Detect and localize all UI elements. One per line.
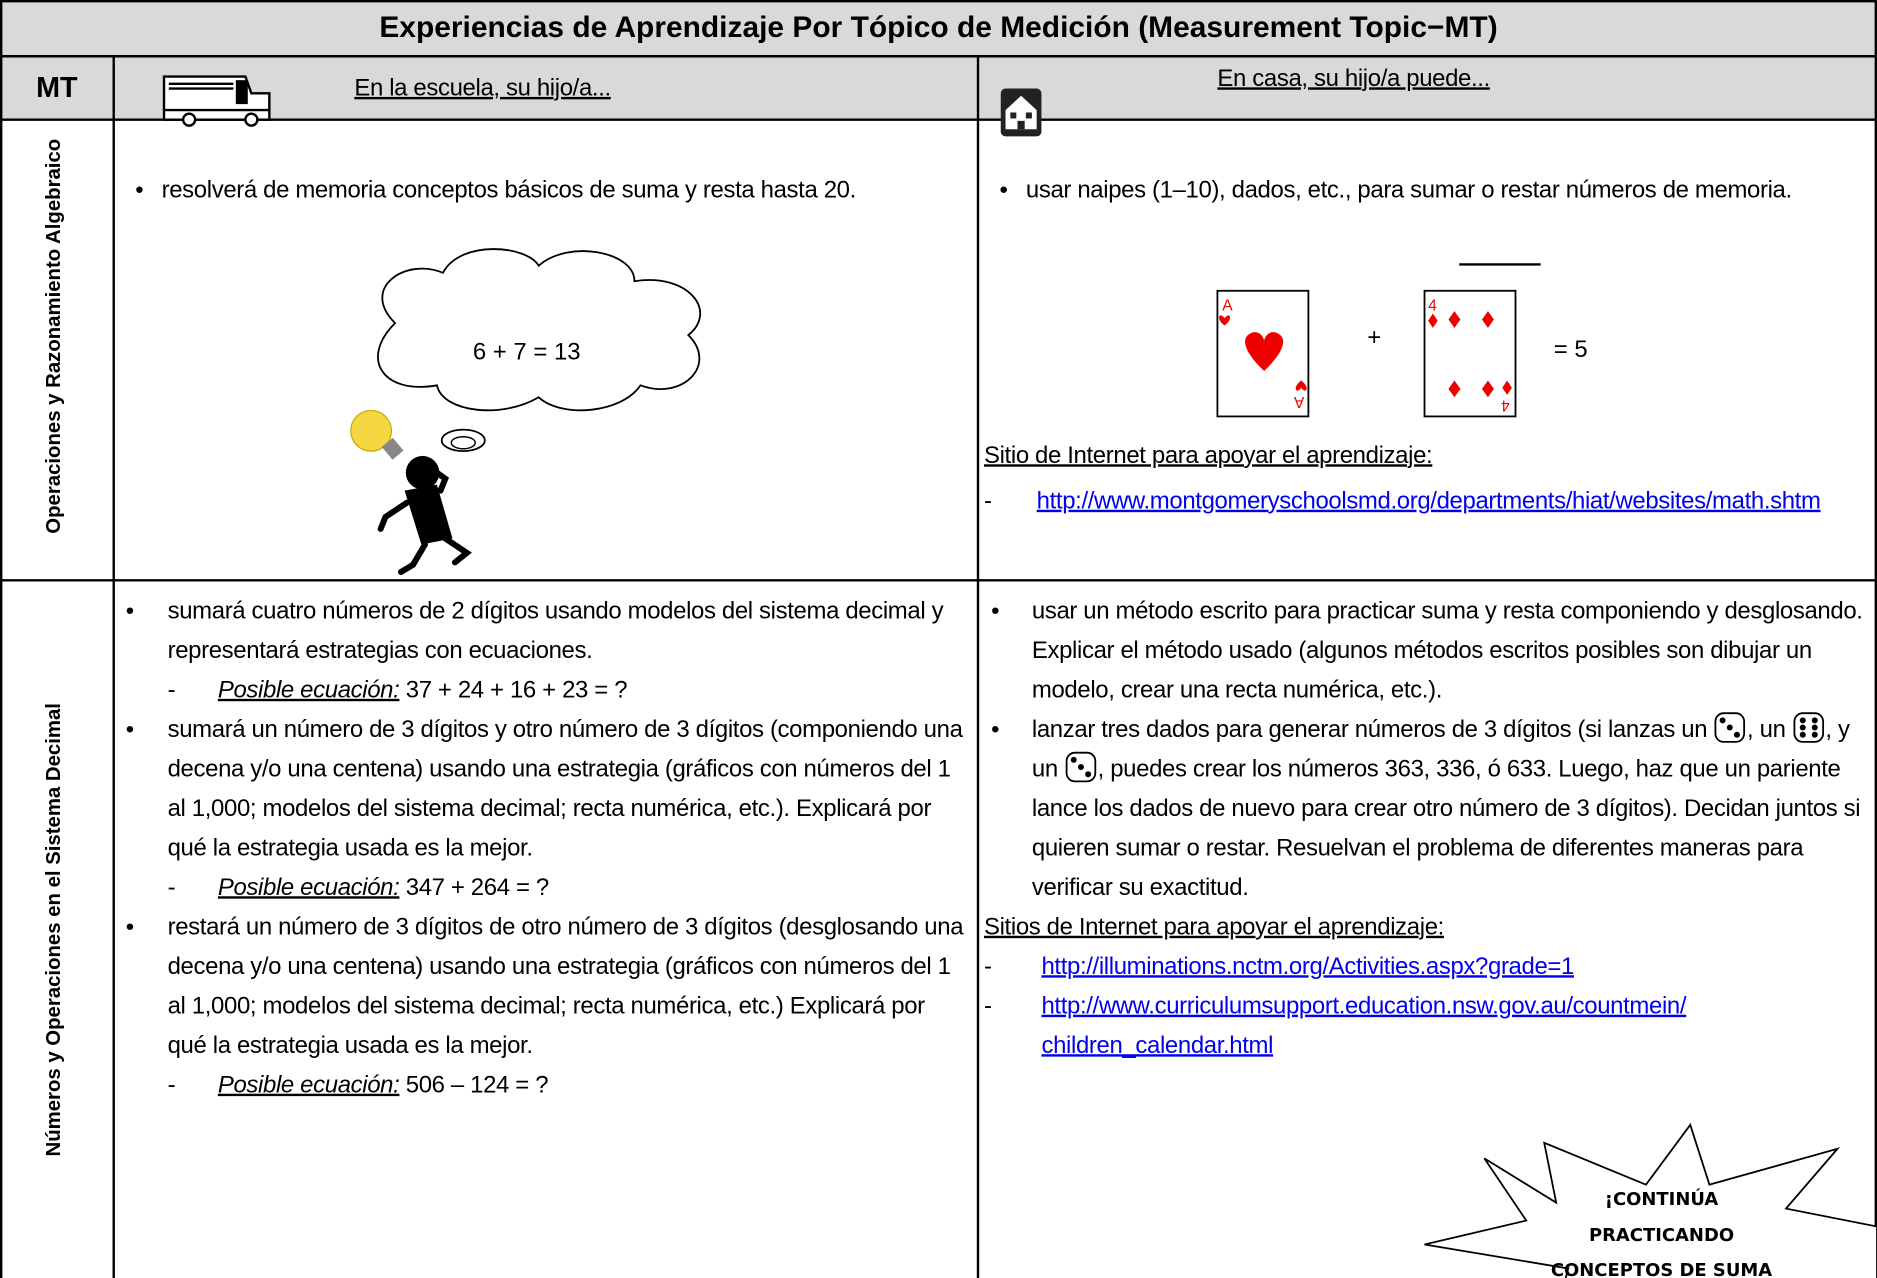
die-icon	[1065, 751, 1097, 783]
die-icon	[1715, 712, 1746, 743]
bullet: •	[999, 177, 1008, 204]
example-label: Posible ecuación:	[217, 1072, 400, 1099]
dash: -	[983, 488, 992, 515]
example-label: Posible ecuación:	[217, 874, 400, 902]
link-item: - http://www.curriculumsupport.education…	[984, 987, 1760, 1066]
example-equation: 347 + 264 = ?	[405, 874, 549, 902]
example-equation: 506 – 124 = ?	[405, 1072, 549, 1099]
callout-line: ¡CONTINÚA	[1605, 1188, 1719, 1210]
school-bullet: • sumará un número de 3 dígitos y otro n…	[126, 711, 964, 869]
example-label: Posible ecuación:	[217, 677, 400, 704]
card-index: A	[1222, 297, 1233, 314]
school-bullet: • restará un número de 3 dígitos de otro…	[126, 908, 964, 1066]
dash: -	[983, 953, 992, 981]
links-label: Sitios de Internet para apoyar el aprend…	[983, 914, 1444, 941]
bullet-text: sumará cuatro números de 2 dígitos usand…	[167, 598, 944, 665]
topic-label: Operaciones y Razonamiento Algebraico	[41, 138, 65, 534]
bullet-text: usar naipes (1–10), dados, etc., para su…	[1025, 177, 1792, 204]
bullet: •	[991, 598, 1000, 625]
plus-sign: +	[1367, 324, 1381, 351]
link-item: - http://illuminations.nctm.org/Activiti…	[984, 948, 1864, 987]
link-item: - http://www.montgomeryschoolsmd.org/dep…	[984, 482, 1863, 521]
callout-starburst: ¡CONTINÚA PRACTICANDO CONCEPTOS DE SUMA	[1424, 1122, 1877, 1278]
school-bullet: • sumará cuatro números de 2 dígitos usa…	[126, 592, 964, 671]
thought-equation: 6 + 7 = 13	[473, 338, 581, 365]
bullet: •	[991, 716, 1000, 744]
callout-line: PRACTICANDO	[1589, 1225, 1734, 1246]
dash: -	[167, 1072, 176, 1099]
card-result: = 5	[1554, 336, 1588, 363]
page-title: Experiencias de Aprendizaje Por Tópico d…	[379, 10, 1498, 45]
bus-icon	[162, 75, 271, 127]
topic-label: Números y Operaciones en el Sistema Deci…	[41, 703, 65, 1157]
example: - Posible ecuación: 347 + 264 = ?	[168, 869, 964, 908]
callout-line: CONCEPTOS DE SUMA	[1551, 1260, 1772, 1278]
die-icon	[1793, 712, 1824, 743]
bullet-text: usar un método escrito para practicar su…	[1031, 598, 1863, 704]
links-label: Sitio de Internet para apoyar el aprendi…	[983, 442, 1433, 470]
thought-illustration: 6 + 7 = 13	[350, 248, 701, 575]
bullet-text: sumará un número de 3 dígitos y otro núm…	[167, 716, 963, 862]
header-background	[0, 0, 1877, 120]
dash: -	[167, 677, 176, 704]
link[interactable]: http://www.montgomeryschoolsmd.org/depar…	[1036, 488, 1821, 515]
bullet-text: restará un número de 3 dígitos de otro n…	[167, 914, 964, 1060]
column-header: MT	[36, 71, 78, 105]
card-index: A	[1293, 393, 1304, 410]
link[interactable]: http://illuminations.nctm.org/Activities…	[1041, 953, 1575, 981]
home-bullet: • lanzar tres dados para generar números…	[991, 711, 1864, 908]
home-bullet: • usar un método escrito para practicar …	[991, 592, 1864, 710]
home-bullet: • usar naipes (1–10), dados, etc., para …	[1000, 171, 1864, 210]
cards: A A + 4 4 = 5	[1216, 263, 1588, 418]
bullet-text: , puedes crear los números 363, 336, ó 6…	[1031, 756, 1861, 902]
example: - Posible ecuación: 506 – 124 = ?	[168, 1066, 964, 1105]
link[interactable]: http://www.curriculumsupport.education.n…	[1041, 993, 1687, 1060]
home-list: • usar un método escrito para practicar …	[984, 592, 1864, 1066]
bullet: •	[125, 914, 134, 941]
bullet: •	[135, 177, 144, 204]
bullet-text: , un	[1747, 716, 1786, 744]
bullet-text: lanzar tres dados para generar números d…	[1031, 716, 1708, 744]
bullet: •	[125, 716, 134, 744]
column-header: En la escuela, su hijo/a...	[354, 75, 611, 102]
bullet-text: , y un	[1031, 716, 1850, 783]
bullet-text: resolverá de memoria conceptos básicos d…	[161, 177, 857, 204]
dash: -	[983, 993, 992, 1020]
card-index: 4	[1428, 297, 1437, 314]
house-icon	[1000, 88, 1042, 137]
card-index: 4	[1501, 396, 1510, 413]
column-header: En casa, su hijo/a puede...	[1217, 65, 1490, 93]
school-bullet: • resolverá de memoria conceptos básicos…	[135, 171, 964, 210]
bullet: •	[125, 598, 134, 625]
school-list: • sumará cuatro números de 2 dígitos usa…	[126, 592, 964, 1105]
example: - Posible ecuación: 37 + 24 + 16 + 23 = …	[168, 671, 964, 710]
example-equation: 37 + 24 + 16 + 23 = ?	[405, 677, 628, 704]
dash: -	[167, 874, 176, 902]
